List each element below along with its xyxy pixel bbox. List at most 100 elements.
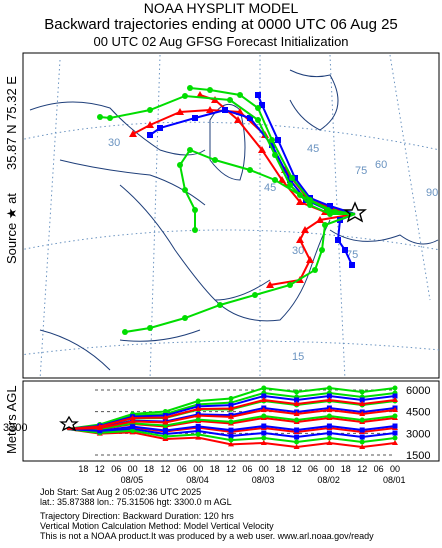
map-trajectory-point-6-2 <box>307 202 313 208</box>
map-trajectory-point-1-5 <box>234 116 242 123</box>
height-trajectory-point-10-6 <box>260 440 267 445</box>
height-trajectory-point-3-8 <box>326 393 332 399</box>
height-trajectory-point-3-7 <box>294 397 300 403</box>
source-star-height-icon <box>59 415 79 432</box>
grid-label-75a: 75 <box>355 165 367 177</box>
height-trajectory-point-5-4 <box>195 406 202 411</box>
grid-label-30b: 30 <box>292 245 304 257</box>
map-trajectory-point-8-9 <box>122 329 128 335</box>
map-trajectory-point-8-5 <box>252 292 258 298</box>
map-trajectory-point-2-3 <box>296 236 304 243</box>
height-trajectory-point-13-2 <box>129 418 136 424</box>
map-trajectory-point-5-1 <box>327 203 333 209</box>
height-date-label-0: 08/05 <box>121 475 144 485</box>
height-x-tick-5: 12 <box>160 464 170 474</box>
height-trajectory-point-3-5 <box>228 402 234 408</box>
map-trajectory-point-7-4 <box>269 137 275 143</box>
map-trajectory-point-0-7 <box>176 108 184 115</box>
height-x-tick-8: 18 <box>210 464 220 474</box>
height-trajectory-point-5-5 <box>228 405 234 411</box>
height-trajectory-point-13-1 <box>96 425 103 431</box>
height-trajectory-point-8-7 <box>294 417 300 423</box>
height-x-tick-18: 06 <box>374 464 384 474</box>
map-trajectory-point-5-5 <box>259 102 265 108</box>
height-trajectory-point-10-10 <box>392 440 398 445</box>
map-trajectory-point-8-3 <box>312 267 318 273</box>
map-trajectory-point-5-6 <box>255 92 261 98</box>
init-line: 00 UTC 02 Aug GFSG Forecast Initializati… <box>93 34 349 49</box>
height-trajectory-point-12-4 <box>195 423 201 429</box>
info-disclaimer: This is not a NOAA product.It was produc… <box>40 531 374 541</box>
grid-label-15: 15 <box>292 351 304 363</box>
map-trajectory-point-6-3 <box>287 182 293 188</box>
height-trajectory-point-11-2 <box>130 428 136 434</box>
height-trajectory-point-3-9 <box>359 397 365 403</box>
map-trajectory-point-9-7 <box>177 162 183 168</box>
map-trajectory-point-6-4 <box>272 152 278 158</box>
map-trajectory-point-3-5 <box>247 115 253 121</box>
map-trajectory-point-2-4 <box>306 256 314 263</box>
map-trajectory-point-9-2 <box>297 192 303 198</box>
height-trajectory-point-13-8 <box>326 407 333 412</box>
height-date-label-3: 08/02 <box>317 475 340 485</box>
height-trajectory-point-8-9 <box>359 417 365 423</box>
height-trajectory-point-11-9 <box>359 439 365 445</box>
height-x-tick-14: 06 <box>308 464 318 474</box>
info-vertical-method: Vertical Motion Calculation Method: Mode… <box>40 521 274 531</box>
height-trajectory-point-13-6 <box>260 407 267 412</box>
map-trajectory-point-0-8 <box>146 121 154 128</box>
map-trajectory-point-4-2 <box>335 237 341 243</box>
height-trajectory-point-12-1 <box>97 428 103 434</box>
height-trajectory-point-12-5 <box>228 427 234 433</box>
map-trajectory-point-8-2 <box>319 247 325 253</box>
height-trajectory-point-11-3 <box>162 434 168 439</box>
height-trajectory-point-10-8 <box>326 440 333 445</box>
height-x-tick-12: 18 <box>275 464 285 474</box>
height-x-tick-3: 00 <box>128 464 138 474</box>
height-x-tick-7: 00 <box>193 464 203 474</box>
map-trajectory-point-4-3 <box>342 247 348 253</box>
height-trajectory-point-8-10 <box>392 413 398 419</box>
height-trajectory-point-13-7 <box>293 411 300 416</box>
height-trajectory-point-5-8 <box>326 397 333 402</box>
height-trajectory-point-0-10 <box>392 385 398 391</box>
map-trajectory-point-3-8 <box>157 125 163 131</box>
map-trajectory-point-9-9 <box>192 207 198 213</box>
map-trajectory-point-1-4 <box>258 146 266 153</box>
map-trajectory-point-7-7 <box>207 87 213 93</box>
info-direction: Trajectory Direction: Backward Duration:… <box>40 511 234 521</box>
height-trajectory-point-11-7 <box>294 439 300 445</box>
height-trajectory-point-8-6 <box>261 413 267 419</box>
map-trajectory-point-6-9 <box>107 115 113 121</box>
height-trajectory-point-13-4 <box>195 412 202 418</box>
map-trajectory-point-3-7 <box>192 115 198 121</box>
source-star-icon <box>343 201 367 223</box>
height-x-tick-1: 12 <box>95 464 105 474</box>
height-trajectory-point-12-3 <box>162 428 168 433</box>
height-x-tick-4: 18 <box>144 464 154 474</box>
height-x-tick-11: 00 <box>259 464 269 474</box>
height-trajectory-point-9-7 <box>294 434 300 440</box>
height-trajectory-point-8-4 <box>195 417 201 423</box>
map-trajectory-point-6-6 <box>227 97 233 103</box>
height-date-label-4: 08/01 <box>383 475 406 485</box>
map-trajectory-point-9-5 <box>212 157 218 163</box>
map-trajectory-point-9-6 <box>187 147 193 153</box>
height-x-tick-15: 00 <box>324 464 334 474</box>
map-trajectory-point-0-6 <box>206 106 214 113</box>
height-trajectory-point-5-3 <box>162 414 169 420</box>
height-trajectory-point-5-7 <box>293 401 300 406</box>
map-grid-labels: 30 45 60 75 90 30 45 75 15 <box>108 137 438 363</box>
height-trajectory-point-12-7 <box>294 427 300 433</box>
height-x-tick-0: 18 <box>78 464 88 474</box>
info-location: lat.: 35.87388 lon.: 75.31506 hgt: 3300.… <box>40 497 232 507</box>
height-x-tick-6: 06 <box>177 464 187 474</box>
map-trajectory-point-9-1 <box>325 207 331 213</box>
map-trajectory-point-9-3 <box>272 177 278 183</box>
map-trajectory-point-7-3 <box>289 175 295 181</box>
height-x-tick-16: 18 <box>341 464 351 474</box>
info-job-start: Job Start: Sat Aug 2 05:02:36 UTC 2025 <box>40 487 202 497</box>
map-trajectory-point-8-4 <box>287 282 293 288</box>
height-y-ticks: 6000 4500 3000 1500 <box>406 385 430 462</box>
